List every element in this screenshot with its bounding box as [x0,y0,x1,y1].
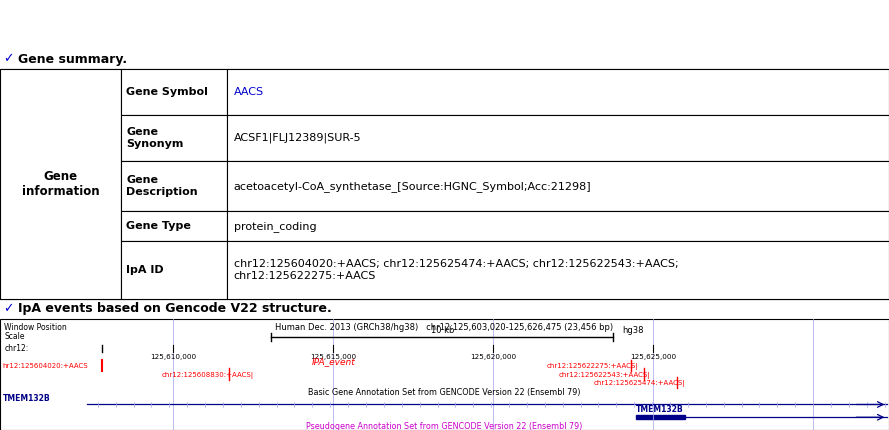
Bar [121,241,227,299]
Text: Gene
information: Gene information [21,170,100,198]
Text: TMEM132B: TMEM132B [636,405,684,415]
Text: chr12:: chr12: [4,344,28,353]
Text: Pseudogene Annotation Set from GENCODE Version 22 (Ensembl 79): Pseudogene Annotation Set from GENCODE V… [307,422,582,430]
Text: IPA_event: IPA_event [311,357,356,366]
Text: Summary of IpA events by gene symbol: Summary of IpA events by gene symbol [274,17,615,32]
Text: IpA events based on Gencode V22 structure.: IpA events based on Gencode V22 structur… [18,302,332,315]
Text: Window Position: Window Position [4,323,68,332]
Text: chr12:125608830:+AACS|: chr12:125608830:+AACS| [162,372,254,378]
Text: Gene
Synonym: Gene Synonym [126,127,184,149]
Bar [121,161,227,212]
Text: ACSF1|FLJ12389|SUR-5: ACSF1|FLJ12389|SUR-5 [234,132,362,143]
Bar [227,241,889,299]
Text: 125,610,000: 125,610,000 [150,354,196,360]
Text: 10 kb: 10 kb [430,326,454,335]
Text: chr12:125604020:+AACS; chr12:125625474:+AACS; chr12:125622543:+AACS;
chr12:12562: chr12:125604020:+AACS; chr12:125625474:+… [234,259,678,281]
Text: 125,615,000: 125,615,000 [310,354,356,360]
Text: Human Dec. 2013 (GRCh38/hg38)   chr12:125,603,020-125,626,475 (23,456 bp): Human Dec. 2013 (GRCh38/hg38) chr12:125,… [276,323,613,332]
Text: chr12:125622275:+AACS|: chr12:125622275:+AACS| [547,363,638,370]
Text: Gene Type: Gene Type [126,221,191,231]
Text: acetoacetyl-CoA_synthetase_[Source:HGNC_Symbol;Acc:21298]: acetoacetyl-CoA_synthetase_[Source:HGNC_… [234,181,591,192]
Bar [121,212,227,241]
Text: Gene
Description: Gene Description [126,175,198,197]
Text: protein_coding: protein_coding [234,221,316,232]
Bar [121,115,227,161]
Text: chr12:125622543:+AACS|: chr12:125622543:+AACS| [558,372,650,378]
Text: 125,620,000: 125,620,000 [470,354,517,360]
Bar [121,69,227,115]
Text: TMEM132B: TMEM132B [3,394,51,403]
Text: chr12:125625474:+AACS|: chr12:125625474:+AACS| [594,381,685,387]
Text: IpA ID: IpA ID [126,265,164,275]
Text: Gene Symbol: Gene Symbol [126,87,208,97]
Text: hr12:125604020:+AACS: hr12:125604020:+AACS [3,363,88,369]
Text: AACS: AACS [234,87,264,97]
Bar [227,161,889,212]
Bar [0,69,121,299]
Bar [227,115,889,161]
Bar [227,212,889,241]
Text: ✓: ✓ [4,52,14,66]
Text: Gene summary.: Gene summary. [18,52,127,66]
Text: ✓: ✓ [4,302,14,315]
Text: Basic Gene Annotation Set from GENCODE Version 22 (Ensembl 79): Basic Gene Annotation Set from GENCODE V… [308,388,581,397]
Text: Scale: Scale [4,332,25,341]
Bar [227,69,889,115]
Text: hg38: hg38 [622,326,644,335]
Text: 125,625,000: 125,625,000 [630,354,677,360]
Bar [636,415,685,419]
